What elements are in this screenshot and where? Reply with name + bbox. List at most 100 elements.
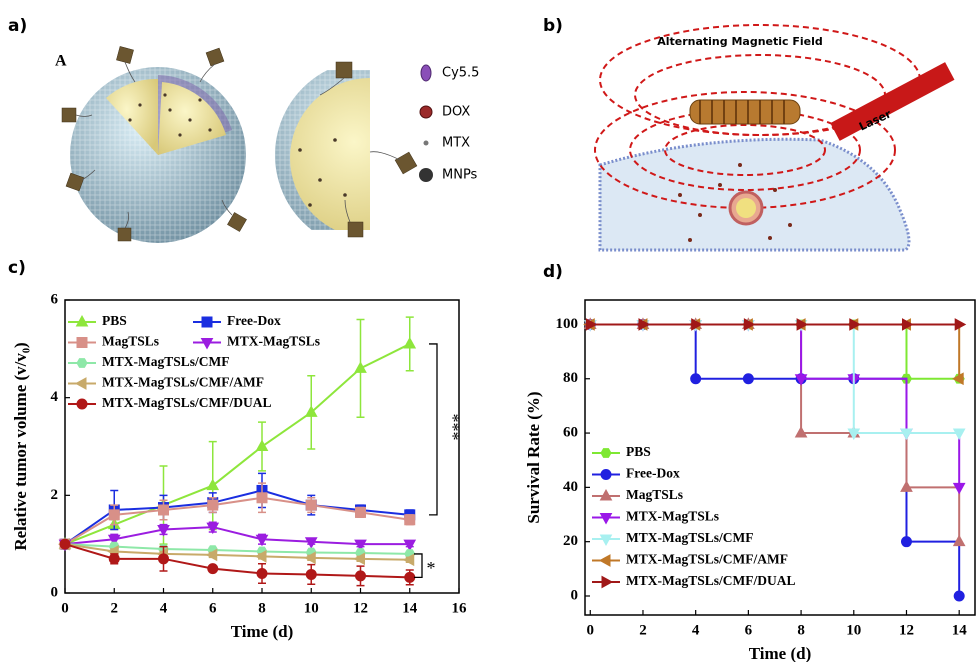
panel-label: b) <box>543 16 563 36</box>
step-segment <box>643 324 696 378</box>
x-tick-label: 4 <box>692 622 700 638</box>
step-segment <box>854 379 907 542</box>
legend-label: MTX-MagTSLs <box>626 509 719 524</box>
marker <box>600 555 610 566</box>
step-segment <box>748 324 801 378</box>
liposome-illustration: A <box>55 46 479 250</box>
legend-label: Free-Dox <box>227 313 281 328</box>
therapy-illustration: Alternating Magnetic Field Laser <box>595 25 954 250</box>
y-tick-label: 2 <box>51 487 59 503</box>
x-tick-label: 14 <box>952 622 968 638</box>
marker <box>208 500 218 510</box>
x-tick-label: 12 <box>353 600 368 616</box>
legend-label: DOX <box>442 105 470 120</box>
marker <box>257 568 267 578</box>
significance-label: * <box>427 558 436 578</box>
x-axis-title: Time (d) <box>231 622 294 641</box>
legend-label: MTX-MagTSLs/CMF <box>102 354 230 369</box>
marker <box>691 374 701 384</box>
marker <box>306 500 316 510</box>
step-segment <box>906 433 959 487</box>
legend-label: PBS <box>102 313 127 328</box>
marker <box>257 441 268 451</box>
x-tick-label: 12 <box>899 622 914 638</box>
marker <box>109 510 119 520</box>
y-tick-label: 60 <box>563 424 578 440</box>
significance-label: *** <box>443 413 463 440</box>
marker <box>159 554 169 564</box>
legend-label: MTX-MagTSLs/CMF <box>626 530 754 545</box>
legend-label: Cy5.5 <box>442 66 479 81</box>
marker <box>306 569 316 579</box>
x-tick-label: 6 <box>209 600 217 616</box>
x-tick-label: 16 <box>452 600 468 616</box>
x-tick-label: 8 <box>258 600 266 616</box>
step-segment <box>854 433 907 487</box>
x-tick-label: 6 <box>745 622 753 638</box>
y-tick-label: 80 <box>563 370 578 386</box>
legend-label: MTX-MagTSLs/CMF/DUAL <box>102 395 272 410</box>
legend-label: Free-Dox <box>626 466 680 481</box>
legend-label: PBS <box>626 444 651 459</box>
marker <box>601 470 611 480</box>
x-tick-label: 10 <box>846 622 861 638</box>
marker <box>159 505 169 515</box>
step-segment <box>906 542 959 596</box>
y-tick-label: 4 <box>51 389 59 405</box>
marker <box>601 449 611 458</box>
legend-label: MTX-MagTSLs/CMF/DUAL <box>626 573 796 588</box>
step-segment <box>854 324 907 378</box>
marker <box>405 515 415 525</box>
legend-label: MagTSLs <box>102 334 159 349</box>
marker <box>207 480 218 490</box>
y-axis-title: Survival Rate (%) <box>524 391 543 523</box>
x-tick-label: 0 <box>587 622 595 638</box>
step-segment <box>906 324 959 378</box>
marker <box>405 572 415 582</box>
marker <box>404 338 415 348</box>
marker <box>602 577 612 588</box>
marker <box>109 554 119 564</box>
marker <box>60 539 70 549</box>
y-axis-title: Relative tumor volume (v/v₀) <box>11 342 30 550</box>
y-tick-label: 100 <box>556 316 579 332</box>
x-tick-label: 2 <box>111 600 119 616</box>
marker <box>356 571 366 581</box>
step-segment <box>854 379 907 433</box>
legend-label: MagTSLs <box>626 487 683 502</box>
marker <box>77 359 87 368</box>
x-tick-label: 8 <box>797 622 805 638</box>
legend-label: MTX-MagTSLs <box>227 334 320 349</box>
y-tick-label: 0 <box>51 584 59 600</box>
x-tick-label: 10 <box>304 600 319 616</box>
panel-label: c) <box>8 258 26 278</box>
illustration-label: A <box>55 53 67 70</box>
panel-label: a) <box>8 16 27 36</box>
significance-bracket <box>414 554 422 577</box>
marker <box>743 374 753 384</box>
marker <box>208 564 218 574</box>
marker <box>954 591 964 601</box>
x-tick-label: 4 <box>160 600 168 616</box>
legend-label: MTX-MagTSLs/CMF/AMF <box>626 552 788 567</box>
panel-label: d) <box>543 262 563 282</box>
legend-label: MTX-MagTSLs/CMF/AMF <box>102 375 264 390</box>
y-tick-label: 0 <box>571 587 579 603</box>
legend-label: MTX <box>442 136 470 151</box>
legend-label: MNPs <box>442 168 478 183</box>
figure: a) b) c) d) A <box>0 0 980 662</box>
marker <box>202 317 212 327</box>
step-segment <box>906 487 959 541</box>
x-tick-label: 0 <box>61 600 69 616</box>
x-tick-label: 2 <box>639 622 647 638</box>
y-tick-label: 40 <box>563 479 578 495</box>
marker <box>77 399 87 409</box>
x-tick-label: 14 <box>402 600 418 616</box>
significance-bracket <box>429 344 437 515</box>
marker <box>356 507 366 517</box>
x-axis-title: Time (d) <box>749 644 812 662</box>
marker <box>76 378 86 389</box>
marker <box>901 537 911 547</box>
marker <box>77 338 87 348</box>
y-tick-label: 20 <box>563 533 578 549</box>
